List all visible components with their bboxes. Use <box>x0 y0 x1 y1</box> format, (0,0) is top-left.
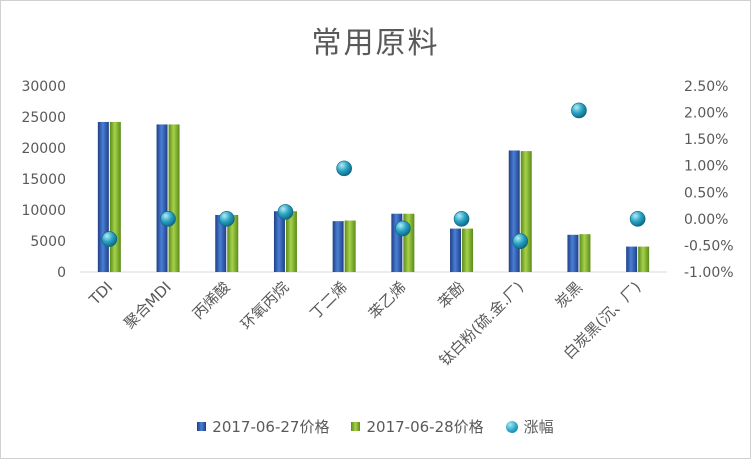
bar <box>579 234 591 272</box>
chart-title: 常用原料 <box>311 26 440 61</box>
y2-tick-label: 1.00% <box>684 159 728 175</box>
legend-label: 涨幅 <box>523 418 554 436</box>
y-tick-label: 10000 <box>21 203 66 219</box>
bar <box>520 151 532 272</box>
bar <box>638 246 650 272</box>
x-tick-label: 环氧丙烷 <box>237 278 292 333</box>
y2-tick-label: -1.00% <box>684 265 734 281</box>
legend-item-series-2: 2017-06-28价格 <box>351 416 484 437</box>
bar <box>215 214 227 272</box>
data-point <box>336 160 352 177</box>
bar <box>227 214 239 272</box>
bar <box>567 234 579 272</box>
data-point <box>571 102 587 119</box>
legend-label: 2017-06-27价格 <box>212 418 330 436</box>
y2-tick-label: -0.50% <box>684 238 734 254</box>
y-tick-label: 30000 <box>21 79 66 95</box>
x-tick-label: 苯酚 <box>434 278 468 312</box>
bar <box>97 121 109 273</box>
y2-tick-label: 0.00% <box>684 212 728 228</box>
data-point <box>277 204 294 220</box>
legend-item-series-3: 涨幅 <box>505 416 554 437</box>
bar <box>508 150 520 272</box>
data-point <box>629 211 646 227</box>
bar <box>344 220 356 272</box>
legend-swatch-blue <box>197 422 207 431</box>
data-point <box>101 231 118 247</box>
legend-swatch-dot <box>505 420 518 433</box>
chart-legend: 2017-06-27价格 2017-06-28价格 涨幅 <box>0 416 751 437</box>
bar <box>403 213 415 272</box>
bar <box>156 124 168 272</box>
x-tick-label: TDI <box>85 278 116 309</box>
y2-tick-label: 0.50% <box>684 185 728 201</box>
x-tick-label: 苯乙烯 <box>365 278 410 323</box>
bar <box>285 211 297 272</box>
x-tick-label: 聚合MDI <box>120 278 174 332</box>
bar <box>391 213 403 272</box>
legend-item-series-1: 2017-06-27价格 <box>197 416 329 437</box>
bar <box>168 124 180 272</box>
x-tick-label: 丙烯酸 <box>189 278 234 323</box>
bar <box>626 246 638 272</box>
data-point <box>512 233 529 249</box>
y-tick-label: 5000 <box>30 234 66 250</box>
bar <box>450 228 462 272</box>
y-tick-label: 15000 <box>21 172 66 188</box>
legend-label: 2017-06-28价格 <box>366 418 484 436</box>
bar <box>462 228 474 272</box>
bar <box>332 221 344 272</box>
data-point <box>218 211 235 227</box>
y-tick-label: 25000 <box>21 110 66 126</box>
x-tick-label: 丁二烯 <box>306 278 351 323</box>
y-tick-label: 0 <box>57 265 66 281</box>
data-point <box>453 211 470 227</box>
y2-tick-label: 2.50% <box>684 79 728 95</box>
y2-tick-label: 1.50% <box>684 132 728 148</box>
bar <box>109 121 121 273</box>
data-point <box>160 211 176 227</box>
data-point <box>395 220 411 237</box>
y2-tick-label: 2.00% <box>684 106 728 122</box>
x-tick-label: 炭黑 <box>552 278 586 312</box>
bar <box>273 211 285 272</box>
y-tick-label: 20000 <box>21 141 66 157</box>
legend-swatch-green <box>351 422 361 431</box>
